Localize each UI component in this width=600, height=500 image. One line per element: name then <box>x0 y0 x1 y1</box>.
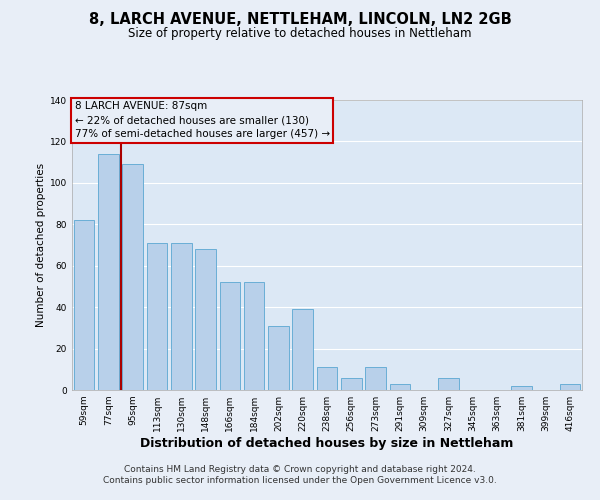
Text: Size of property relative to detached houses in Nettleham: Size of property relative to detached ho… <box>128 28 472 40</box>
Bar <box>195 249 216 390</box>
Bar <box>244 282 265 390</box>
Bar <box>122 164 143 390</box>
Bar <box>389 384 410 390</box>
Bar <box>220 282 240 390</box>
Bar <box>74 220 94 390</box>
Bar <box>268 326 289 390</box>
Bar <box>171 243 191 390</box>
Bar <box>365 367 386 390</box>
X-axis label: Distribution of detached houses by size in Nettleham: Distribution of detached houses by size … <box>140 437 514 450</box>
Bar <box>292 309 313 390</box>
Y-axis label: Number of detached properties: Number of detached properties <box>36 163 46 327</box>
Text: Contains HM Land Registry data © Crown copyright and database right 2024.
Contai: Contains HM Land Registry data © Crown c… <box>103 466 497 484</box>
Bar <box>511 386 532 390</box>
Text: 8, LARCH AVENUE, NETTLEHAM, LINCOLN, LN2 2GB: 8, LARCH AVENUE, NETTLEHAM, LINCOLN, LN2… <box>89 12 511 28</box>
Bar <box>341 378 362 390</box>
Bar <box>317 367 337 390</box>
Bar <box>98 154 119 390</box>
Bar <box>560 384 580 390</box>
Text: 8 LARCH AVENUE: 87sqm
← 22% of detached houses are smaller (130)
77% of semi-det: 8 LARCH AVENUE: 87sqm ← 22% of detached … <box>74 102 329 140</box>
Bar <box>146 243 167 390</box>
Bar <box>438 378 459 390</box>
